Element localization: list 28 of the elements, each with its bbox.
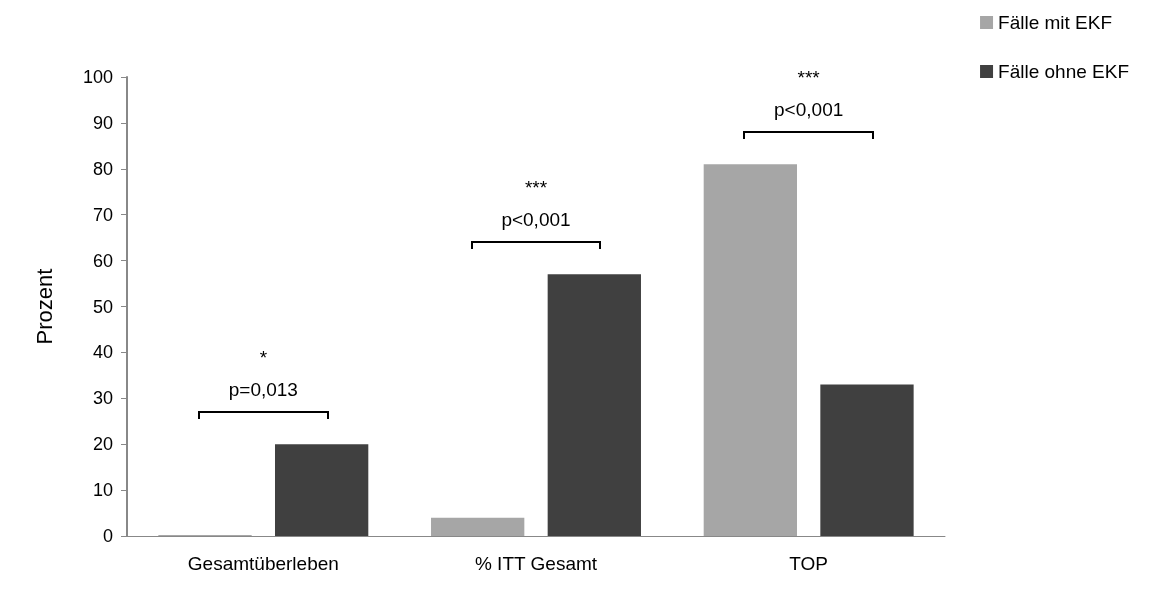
bar <box>547 274 641 536</box>
y-tick-label: 20 <box>92 434 113 455</box>
annotation: p=0,013 <box>228 378 298 400</box>
legend-label: Fälle ohne EKF <box>998 61 1130 82</box>
y-tick-label: 60 <box>92 250 113 271</box>
bar <box>703 164 797 536</box>
annotation: *** <box>524 176 548 198</box>
y-tick-label: 70 <box>92 204 113 225</box>
x-tick-label: TOP <box>789 553 829 574</box>
y-tick-label: 10 <box>92 480 113 501</box>
y-tick-label: 0 <box>102 526 113 546</box>
annotation: *** <box>797 66 821 88</box>
y-tick-label: 80 <box>92 158 113 179</box>
y-tick-label: 30 <box>92 388 113 409</box>
bar <box>820 384 914 536</box>
bar <box>431 517 525 536</box>
bar <box>275 444 369 536</box>
y-tick-label: 40 <box>92 342 113 363</box>
legend-label: Fälle mit EKF <box>998 12 1113 33</box>
x-tick-label: % ITT Gesamt <box>474 553 598 574</box>
y-tick-label: 50 <box>92 296 113 317</box>
y-axis-title: Prozent <box>31 268 57 345</box>
x-tick-label: Gesamtüberleben <box>187 553 339 574</box>
y-tick-label: 100 <box>82 67 113 87</box>
y-tick-label: 90 <box>92 112 113 133</box>
annotation: p<0,001 <box>774 98 844 120</box>
annotation: p<0,001 <box>501 208 571 230</box>
annotation: * <box>259 346 268 368</box>
